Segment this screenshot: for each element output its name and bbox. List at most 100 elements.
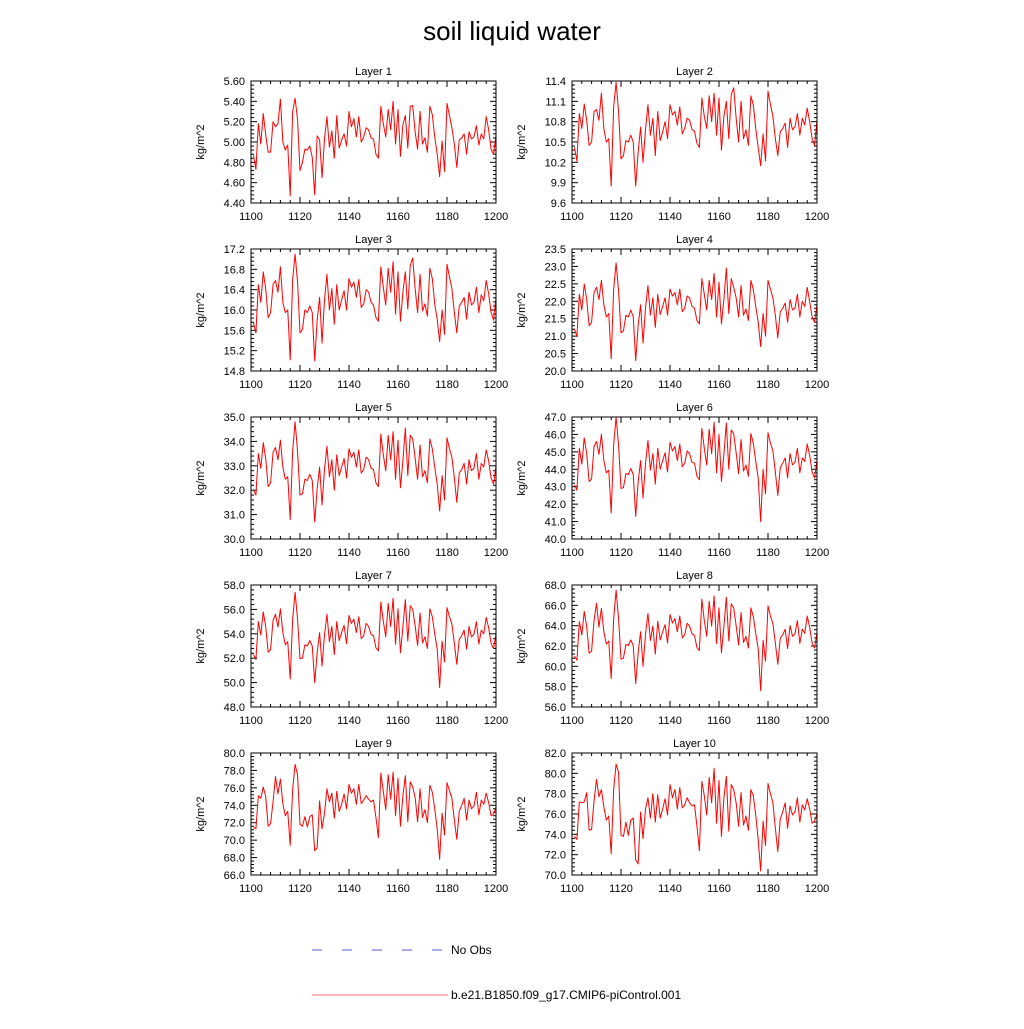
x-tick-label: 1140 — [337, 547, 361, 559]
x-tick-label: 1200 — [805, 379, 829, 391]
x-tick-label: 1180 — [756, 883, 780, 895]
x-tick-label: 1120 — [609, 883, 633, 895]
y-tick-label: 76.0 — [545, 809, 566, 821]
plot-frame — [571, 416, 818, 540]
x-tick-label: 1200 — [484, 379, 508, 391]
x-tick-label: 1140 — [658, 379, 682, 391]
x-tick-label: 1180 — [435, 883, 459, 895]
series-line — [573, 416, 818, 523]
y-tick-label: 54.0 — [224, 629, 245, 641]
x-tick-label: 1180 — [435, 547, 459, 559]
y-tick-label: 74.0 — [224, 800, 245, 812]
y-tick-label: 30.0 — [224, 534, 245, 546]
panel-title: Layer 3 — [355, 234, 392, 246]
panel-title: Layer 5 — [355, 402, 392, 414]
y-tick-label: 68.0 — [545, 580, 566, 592]
x-tick-label: 1180 — [756, 211, 780, 223]
y-tick-label: 11.1 — [545, 96, 566, 108]
y-tick-label: 62.0 — [545, 641, 566, 653]
series-line — [574, 763, 818, 872]
y-tick-label: 82.0 — [545, 748, 566, 760]
y-axis-label: kg/m^2 — [195, 460, 207, 495]
y-tick-label: 56.0 — [224, 604, 245, 616]
y-tick-label: 9.6 — [551, 198, 566, 210]
plot-frame — [250, 584, 497, 708]
x-tick-label: 1120 — [288, 715, 312, 727]
y-tick-label: 11.4 — [545, 76, 566, 88]
x-tick-label: 1120 — [288, 547, 312, 559]
panel-title: Layer 10 — [673, 738, 716, 750]
x-tick-label: 1120 — [288, 211, 312, 223]
panel-title: Layer 7 — [355, 570, 392, 582]
x-tick-label: 1160 — [707, 379, 731, 391]
y-tick-label: 20.0 — [545, 366, 566, 378]
x-tick-label: 1180 — [435, 379, 459, 391]
panel-layer-8: Layer 8 kg/m^2 56.0 58.0 60.0 62.0 64.0 66.0 68.… — [516, 570, 829, 727]
x-tick-label: 1140 — [658, 211, 682, 223]
y-tick-label: 5.40 — [224, 96, 245, 108]
y-tick-label: 33.0 — [224, 461, 245, 473]
x-tick-label: 1200 — [805, 715, 829, 727]
plot-frame — [571, 248, 818, 372]
y-tick-label: 9.9 — [551, 178, 566, 190]
y-tick-label: 52.0 — [224, 653, 245, 665]
panel-title: Layer 6 — [676, 402, 713, 414]
y-tick-label: 42.0 — [545, 499, 566, 511]
y-tick-label: 20.5 — [545, 349, 566, 361]
plot-frame — [250, 416, 497, 540]
y-axis-label: kg/m^2 — [516, 124, 528, 159]
x-tick-label: 1100 — [560, 883, 584, 895]
y-axis-label: kg/m^2 — [516, 460, 528, 495]
plot-frame — [250, 80, 497, 204]
x-tick-label: 1180 — [435, 211, 459, 223]
panel-layer-3: Layer 3 kg/m^2 14.8 15.2 15.6 16.0 16.4 16.8 17.… — [195, 234, 508, 391]
y-tick-label: 10.8 — [545, 117, 566, 129]
series-line — [252, 253, 497, 362]
plot-frame — [250, 248, 497, 372]
series-line — [253, 763, 497, 860]
y-tick-label: 16.4 — [224, 285, 245, 297]
x-tick-label: 1140 — [658, 883, 682, 895]
x-tick-label: 1160 — [386, 883, 410, 895]
panel-layer-10: Layer 10 kg/m^2 70.0 72.0 74.0 76.0 78.0 80.0 82… — [516, 738, 829, 895]
x-tick-label: 1180 — [756, 547, 780, 559]
x-tick-label: 1120 — [288, 883, 312, 895]
x-tick-label: 1180 — [435, 715, 459, 727]
panel-title: Layer 4 — [676, 234, 713, 246]
plot-frame — [250, 752, 497, 876]
x-tick-label: 1100 — [560, 211, 584, 223]
y-tick-label: 34.0 — [224, 436, 245, 448]
y-tick-label: 66.0 — [224, 870, 245, 882]
series-line — [253, 421, 497, 523]
y-tick-label: 10.2 — [545, 157, 566, 169]
x-tick-label: 1200 — [484, 211, 508, 223]
x-tick-label: 1180 — [756, 715, 780, 727]
x-tick-label: 1200 — [805, 547, 829, 559]
y-tick-label: 46.0 — [545, 429, 566, 441]
y-axis-label: kg/m^2 — [195, 628, 207, 663]
x-tick-label: 1160 — [707, 547, 731, 559]
y-tick-label: 47.0 — [545, 412, 566, 424]
x-tick-label: 1120 — [609, 211, 633, 223]
legend: No Obs b.e21.B1850.f09_g17.CMIP6-piContr… — [312, 943, 681, 1002]
x-tick-label: 1100 — [560, 715, 584, 727]
series-line — [573, 81, 818, 187]
y-tick-label: 56.0 — [545, 702, 566, 714]
panel-grid: Layer 1 kg/m^2 4.40 4.60 4.80 5.00 5.20 5.40 5.6… — [195, 66, 829, 895]
x-tick-label: 1140 — [658, 547, 682, 559]
panel-layer-7: Layer 7 kg/m^2 48.0 50.0 52.0 54.0 56.0 58.0 110… — [195, 570, 508, 727]
x-tick-label: 1140 — [337, 211, 361, 223]
y-axis-label: kg/m^2 — [516, 628, 528, 663]
plot-frame — [571, 584, 818, 708]
panel-layer-1: Layer 1 kg/m^2 4.40 4.60 4.80 5.00 5.20 5.40 5.6… — [195, 66, 508, 223]
x-tick-label: 1160 — [707, 715, 731, 727]
y-tick-label: 50.0 — [224, 678, 245, 690]
panel-layer-4: Layer 4 kg/m^2 20.0 20.5 21.0 21.5 22.0 22.5 23.… — [516, 234, 829, 391]
x-tick-label: 1100 — [239, 883, 263, 895]
y-tick-label: 48.0 — [224, 702, 245, 714]
y-tick-label: 74.0 — [545, 829, 566, 841]
y-tick-label: 66.0 — [545, 600, 566, 612]
y-axis-label: kg/m^2 — [195, 292, 207, 327]
x-tick-label: 1180 — [756, 379, 780, 391]
